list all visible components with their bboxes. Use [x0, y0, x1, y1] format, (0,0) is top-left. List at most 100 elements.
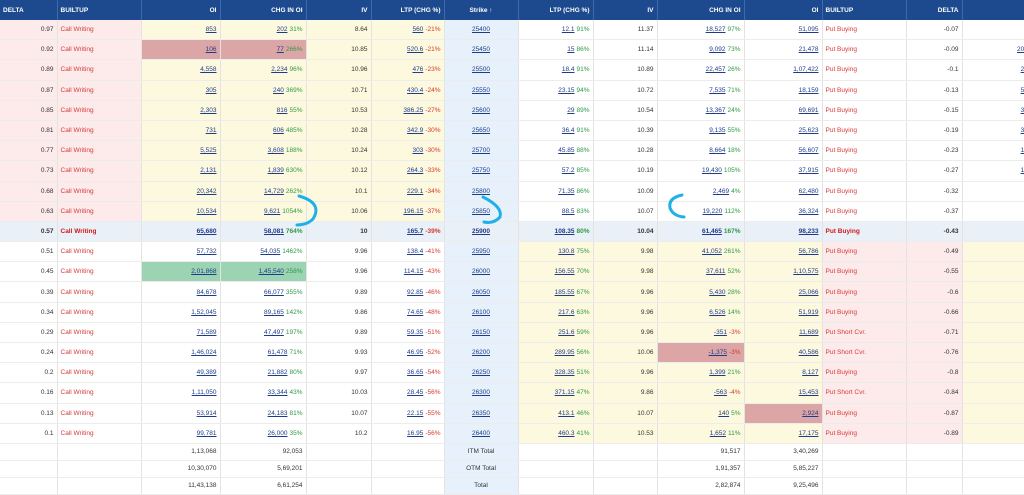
- put-ltp[interactable]: 156.55 70%: [518, 261, 594, 283]
- put-ltp[interactable]: 289.95 56%: [518, 342, 594, 364]
- put-chg-oi[interactable]: -351 -3%: [657, 322, 745, 344]
- put-oi-link[interactable]: 25,623: [798, 127, 819, 135]
- put-chg-oi[interactable]: 18,527 97%: [657, 20, 745, 41]
- strike-link[interactable]: 25650: [471, 127, 491, 135]
- call-oi[interactable]: 65,680: [141, 221, 221, 243]
- put-chg-oi-link[interactable]: 1,399: [709, 369, 726, 377]
- strike-header[interactable]: Strike ↑: [444, 0, 519, 20]
- call-oi-link[interactable]: 1,11,050: [191, 389, 217, 397]
- put-ltp[interactable]: 371.15 47%: [518, 382, 594, 404]
- call-chg-oi-link[interactable]: 77: [276, 46, 284, 54]
- put-oi[interactable]: 11,689: [744, 322, 823, 344]
- put-chg-oi-link[interactable]: 61,465: [701, 227, 722, 235]
- put-chg-oi-link[interactable]: 37,611: [706, 268, 726, 276]
- call-chg-oi-link[interactable]: 240: [273, 86, 284, 94]
- strike[interactable]: 25650: [444, 120, 519, 142]
- put-chg-oi-link[interactable]: -563: [713, 389, 727, 397]
- pcr[interactable]: 23.568: [962, 59, 1024, 81]
- call-ltp-link[interactable]: 22.15: [407, 409, 424, 417]
- call-chg-oi-link[interactable]: 54,035: [260, 248, 281, 256]
- put-oi-link[interactable]: 11,689: [799, 328, 819, 336]
- put-chg-oi-link[interactable]: 6,526: [709, 308, 726, 316]
- call-ltp-link[interactable]: 46.95: [407, 349, 424, 357]
- call-oi[interactable]: 2,131: [141, 160, 221, 182]
- pcr[interactable]: 0.163: [962, 322, 1024, 344]
- pcr[interactable]: 0.165: [962, 362, 1024, 384]
- call-chg-oi[interactable]: 2,234 96%: [220, 59, 307, 81]
- pcr[interactable]: 0.054: [962, 403, 1024, 424]
- strike-link[interactable]: 26100: [471, 308, 491, 316]
- call-chg-oi[interactable]: 9,621 1054%: [220, 201, 307, 222]
- put-oi-link[interactable]: 40,586: [798, 349, 819, 357]
- call-oi[interactable]: 4,558: [141, 59, 221, 81]
- put-oi-link[interactable]: 17,175: [798, 429, 819, 437]
- put-ltp[interactable]: 108.35 80%: [518, 221, 594, 243]
- call-chg-oi[interactable]: 89,165 142%: [220, 302, 307, 323]
- call-chg-oi-link[interactable]: 9,621: [263, 207, 281, 215]
- put-oi[interactable]: 25,623: [744, 120, 823, 142]
- put-oi[interactable]: 1,10,575: [744, 261, 823, 283]
- put-ltp-link[interactable]: 130.8: [558, 248, 575, 256]
- call-ltp-link[interactable]: 92.85: [407, 288, 424, 296]
- pcr[interactable]: 3.071: [962, 181, 1024, 202]
- call-chg-oi-link[interactable]: 3,608: [267, 147, 284, 155]
- call-chg-oi[interactable]: 606 485%: [220, 120, 307, 142]
- strike-link[interactable]: 25750: [471, 167, 491, 175]
- call-chg-oi[interactable]: 1,45,540 258%: [220, 261, 307, 283]
- pcr[interactable]: 3.448: [962, 201, 1024, 222]
- call-ltp-link[interactable]: 165.7: [407, 227, 424, 235]
- put-oi[interactable]: 98,233: [744, 221, 823, 243]
- call-chg-oi-link[interactable]: 21,882: [267, 369, 288, 377]
- strike-link[interactable]: 25550: [471, 86, 491, 94]
- put-ltp[interactable]: 130.8 75%: [518, 241, 594, 263]
- pcr[interactable]: 35.052: [962, 120, 1024, 142]
- call-ltp-link[interactable]: 303: [412, 147, 424, 155]
- put-ltp-link[interactable]: 156.55: [554, 268, 575, 276]
- put-chg-oi-link[interactable]: 19,430: [701, 167, 722, 175]
- put-chg-oi-link[interactable]: 5,430: [709, 288, 726, 296]
- call-ltp[interactable]: 92.85 -46%: [371, 281, 445, 303]
- put-oi[interactable]: 40,586: [744, 342, 823, 364]
- pcr-link[interactable]: 17.792: [1020, 167, 1024, 175]
- put-oi-link[interactable]: 51,095: [798, 26, 819, 34]
- call-ltp[interactable]: 520.6 -21%: [371, 39, 445, 61]
- call-chg-oi[interactable]: 24,183 81%: [220, 403, 307, 424]
- call-chg-oi-link[interactable]: 89,165: [263, 308, 284, 316]
- put-oi[interactable]: 21,478: [744, 39, 823, 61]
- put-oi-link[interactable]: 1,10,575: [793, 268, 819, 276]
- call-chg-oi-link[interactable]: 26,000: [267, 429, 288, 437]
- put-ltp-link[interactable]: 15: [567, 46, 575, 54]
- put-ltp[interactable]: 45.85 88%: [518, 140, 594, 162]
- call-ltp-link[interactable]: 36.65: [407, 369, 424, 377]
- strike-link[interactable]: 25600: [471, 106, 491, 114]
- pcr-link[interactable]: 23.568: [1020, 66, 1024, 74]
- call-oi[interactable]: 305: [141, 80, 221, 101]
- call-ltp-link[interactable]: 386.25: [403, 106, 424, 114]
- strike[interactable]: 26200: [444, 342, 519, 364]
- put-oi[interactable]: 62,480: [744, 181, 823, 202]
- call-oi-link[interactable]: 305: [205, 86, 217, 94]
- pcr-link[interactable]: 59.538: [1020, 86, 1024, 94]
- call-oi[interactable]: 106: [141, 39, 221, 61]
- strike-link[interactable]: 26000: [471, 268, 491, 276]
- call-chg-oi-link[interactable]: 202: [276, 26, 288, 34]
- call-oi[interactable]: 49,389: [141, 362, 221, 384]
- put-ltp[interactable]: 460.3 41%: [518, 423, 594, 444]
- put-oi-link[interactable]: 18,159: [798, 86, 819, 94]
- put-chg-oi[interactable]: 6,526 14%: [657, 302, 745, 323]
- pcr[interactable]: 202.623: [962, 39, 1024, 61]
- put-oi-link[interactable]: 36,324: [798, 207, 819, 215]
- call-ltp-link[interactable]: 430.4: [407, 86, 424, 94]
- strike[interactable]: 25500: [444, 59, 519, 81]
- put-oi[interactable]: 56,607: [744, 140, 823, 162]
- put-chg-oi-link[interactable]: 41,052: [701, 248, 722, 256]
- strike-link[interactable]: 25900: [471, 227, 491, 235]
- call-oi-link[interactable]: 731: [205, 127, 217, 135]
- call-chg-oi[interactable]: 54,035 1462%: [220, 241, 307, 263]
- call-ltp[interactable]: 303 -30%: [371, 140, 445, 162]
- call-oi-link[interactable]: 1,52,045: [191, 308, 217, 316]
- put-ltp-link[interactable]: 18.4: [561, 66, 575, 74]
- put-chg-oi[interactable]: 5,430 28%: [657, 281, 745, 303]
- call-oi[interactable]: 1,52,045: [141, 302, 221, 323]
- put-ltp[interactable]: 29 89%: [518, 100, 594, 121]
